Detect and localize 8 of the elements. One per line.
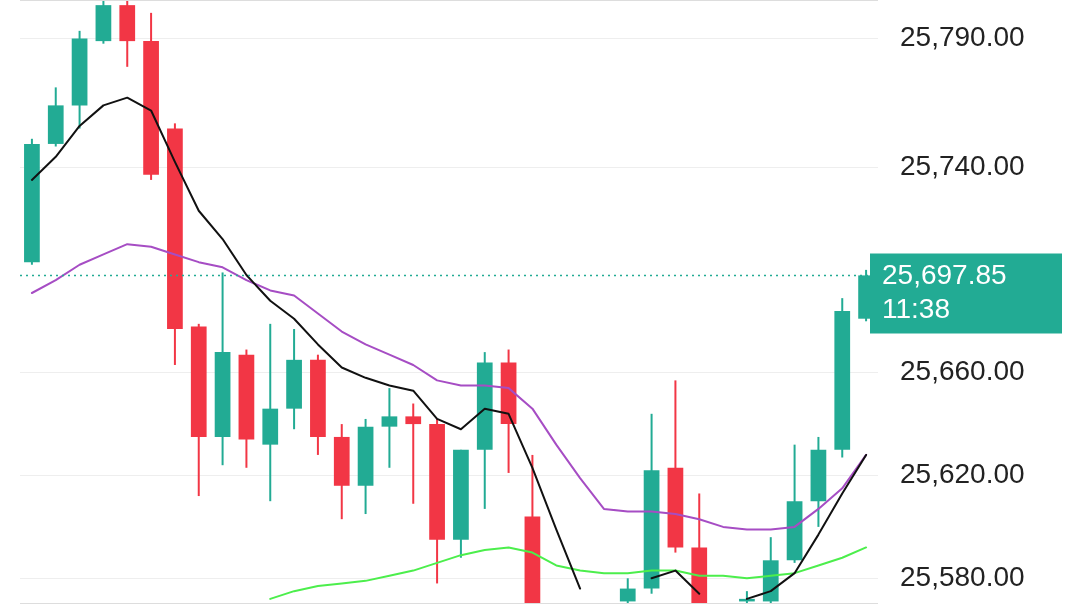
y-tick-label: 25,790.00: [900, 21, 1025, 53]
y-tick-label: 25,740.00: [900, 149, 1025, 181]
y-tick-label: 25,580.00: [900, 561, 1025, 593]
ref-line-label: 25,697.85: [882, 259, 1007, 291]
text: 11:38: [882, 293, 950, 325]
y-tick-label: 25,660.00: [900, 355, 1025, 387]
y-tick-label: 25,620.00: [900, 458, 1025, 490]
candlestick: [405, 403, 422, 504]
